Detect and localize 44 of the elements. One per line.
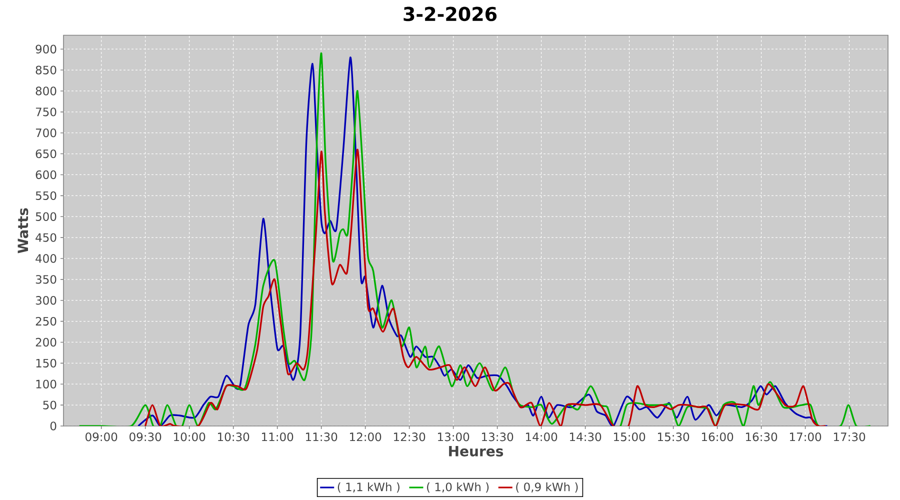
x-tick-label: 16:00	[702, 432, 734, 442]
y-tick-label: 300	[36, 296, 56, 305]
y-tick-label: 200	[36, 338, 56, 347]
x-tick-label: 11:00	[262, 432, 294, 442]
y-tick-label: 100	[36, 380, 56, 388]
y-tick-label: 700	[36, 128, 56, 138]
y-tick-label: 750	[36, 108, 56, 116]
y-tick-label: 50	[43, 400, 56, 410]
y-tick-label: 500	[36, 212, 56, 221]
y-tick-label: 900	[36, 44, 56, 54]
x-tick-label: 15:00	[614, 432, 646, 442]
x-tick-label: 09:00	[86, 432, 118, 442]
x-tick-label: 15:30	[658, 432, 690, 442]
x-tick-label: 12:30	[394, 432, 426, 442]
legend-label: ( 0,9 kWh )	[516, 482, 578, 493]
y-tick-label: 0	[50, 422, 56, 430]
x-tick-label: 10:00	[174, 432, 206, 442]
x-tick-label: 16:30	[746, 432, 778, 442]
y-axis-title: Watts	[18, 208, 28, 254]
y-tick-label: 600	[36, 170, 56, 180]
x-tick-label: 17:00	[790, 432, 822, 442]
y-tick-label: 350	[36, 275, 56, 284]
y-tick-label: 450	[36, 233, 56, 242]
y-tick-label: 250	[36, 316, 56, 326]
line-series	[144, 148, 826, 426]
y-tick-label: 400	[36, 254, 56, 263]
x-axis-title: Heures	[449, 446, 504, 456]
legend-label: ( 1,0 kWh )	[427, 482, 489, 493]
chart-title: 3-2-2026	[404, 6, 497, 22]
y-tick-label: 550	[36, 191, 56, 200]
x-tick-label: 13:30	[482, 432, 514, 442]
x-tick-label: 10:30	[218, 432, 250, 442]
x-tick-label: 17:30	[834, 432, 866, 442]
x-tick-label: 14:30	[570, 432, 602, 442]
x-tick-label: 09:30	[130, 432, 162, 442]
x-tick-label: 12:00	[350, 432, 382, 442]
y-tick-label: 800	[36, 86, 56, 96]
y-tick-label: 850	[36, 66, 56, 74]
y-tick-label: 150	[36, 358, 56, 368]
y-tick-label: 650	[36, 149, 56, 158]
x-tick-label: 13:00	[438, 432, 470, 442]
x-tick-label: 11:30	[306, 432, 338, 442]
legend-label: ( 1,1 kWh )	[338, 482, 400, 493]
x-tick-label: 14:00	[526, 432, 558, 442]
